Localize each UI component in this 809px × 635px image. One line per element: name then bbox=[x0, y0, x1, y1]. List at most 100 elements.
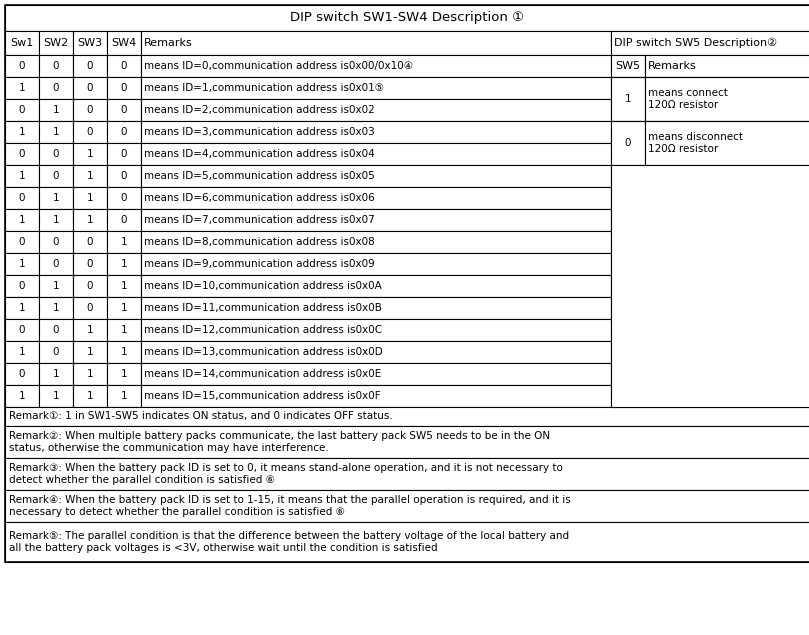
Bar bbox=[39, 143, 73, 165]
Text: 1: 1 bbox=[121, 347, 127, 357]
Bar bbox=[5, 209, 39, 231]
Text: means ID=15,communication address is0x0F: means ID=15,communication address is0x0F bbox=[144, 391, 380, 401]
Bar bbox=[141, 77, 611, 99]
Bar bbox=[73, 209, 107, 231]
Bar bbox=[107, 55, 141, 77]
Text: 1: 1 bbox=[121, 281, 127, 291]
Bar bbox=[645, 121, 809, 165]
Text: 1: 1 bbox=[53, 369, 59, 379]
Text: 0: 0 bbox=[87, 237, 93, 247]
Bar bbox=[107, 143, 141, 165]
Text: 1: 1 bbox=[121, 303, 127, 313]
Text: Sw1: Sw1 bbox=[11, 38, 34, 48]
Bar bbox=[5, 143, 39, 165]
Text: 0: 0 bbox=[87, 127, 93, 137]
Text: 1: 1 bbox=[87, 171, 93, 181]
Bar bbox=[141, 363, 611, 385]
Bar bbox=[39, 187, 73, 209]
Text: Remarks: Remarks bbox=[648, 61, 697, 71]
Text: 1: 1 bbox=[87, 325, 93, 335]
Bar bbox=[107, 363, 141, 385]
Bar bbox=[141, 143, 611, 165]
Text: 1: 1 bbox=[19, 83, 25, 93]
Text: 0: 0 bbox=[87, 61, 93, 71]
Bar bbox=[141, 121, 611, 143]
Text: means ID=6,communication address is0x06: means ID=6,communication address is0x06 bbox=[144, 193, 375, 203]
Bar bbox=[141, 187, 611, 209]
Bar bbox=[5, 363, 39, 385]
Text: 1: 1 bbox=[19, 347, 25, 357]
Text: means connect
120Ω resistor: means connect 120Ω resistor bbox=[648, 88, 728, 110]
Bar bbox=[39, 77, 73, 99]
Text: Remark⑤: The parallel condition is that the difference between the battery volta: Remark⑤: The parallel condition is that … bbox=[9, 531, 569, 553]
Text: 0: 0 bbox=[53, 61, 59, 71]
Text: 1: 1 bbox=[87, 215, 93, 225]
Text: 1: 1 bbox=[19, 391, 25, 401]
Text: 0: 0 bbox=[121, 193, 127, 203]
Bar bbox=[39, 165, 73, 187]
Text: Remark②: When multiple battery packs communicate, the last battery pack SW5 need: Remark②: When multiple battery packs com… bbox=[9, 431, 550, 453]
Text: 1: 1 bbox=[19, 171, 25, 181]
Bar bbox=[141, 341, 611, 363]
Text: 0: 0 bbox=[625, 138, 631, 148]
Text: means ID=11,communication address is0x0B: means ID=11,communication address is0x0B bbox=[144, 303, 382, 313]
Text: means ID=12,communication address is0x0C: means ID=12,communication address is0x0C bbox=[144, 325, 382, 335]
Text: Remark④: When the battery pack ID is set to 1-15, it means that the parallel ope: Remark④: When the battery pack ID is set… bbox=[9, 495, 571, 517]
Bar bbox=[39, 121, 73, 143]
Text: means ID=9,communication address is0x09: means ID=9,communication address is0x09 bbox=[144, 259, 375, 269]
Text: 0: 0 bbox=[53, 259, 59, 269]
Bar bbox=[107, 385, 141, 407]
Text: 1: 1 bbox=[87, 369, 93, 379]
Bar bbox=[141, 165, 611, 187]
Text: 1: 1 bbox=[121, 259, 127, 269]
Text: means ID=2,communication address is0x02: means ID=2,communication address is0x02 bbox=[144, 105, 375, 115]
Text: 0: 0 bbox=[87, 105, 93, 115]
Bar bbox=[107, 231, 141, 253]
Text: means ID=10,communication address is0x0A: means ID=10,communication address is0x0A bbox=[144, 281, 382, 291]
Text: 0: 0 bbox=[121, 61, 127, 71]
Bar bbox=[39, 209, 73, 231]
Bar bbox=[39, 319, 73, 341]
Text: means ID=14,communication address is0x0E: means ID=14,communication address is0x0E bbox=[144, 369, 381, 379]
Text: 0: 0 bbox=[53, 237, 59, 247]
Bar bbox=[5, 5, 809, 562]
Bar bbox=[39, 31, 73, 55]
Bar bbox=[141, 55, 611, 77]
Bar bbox=[73, 385, 107, 407]
Text: Remark③: When the battery pack ID is set to 0, it means stand-alone operation, a: Remark③: When the battery pack ID is set… bbox=[9, 463, 563, 485]
Bar bbox=[107, 275, 141, 297]
Text: DIP switch SW5 Description②: DIP switch SW5 Description② bbox=[614, 38, 777, 48]
Bar bbox=[141, 99, 611, 121]
Bar bbox=[611, 55, 645, 77]
Bar bbox=[5, 319, 39, 341]
Text: 1: 1 bbox=[19, 259, 25, 269]
Bar bbox=[5, 490, 809, 522]
Text: 1: 1 bbox=[121, 391, 127, 401]
Bar bbox=[645, 55, 809, 77]
Text: Remark①: 1 in SW1-SW5 indicates ON status, and 0 indicates OFF status.: Remark①: 1 in SW1-SW5 indicates ON statu… bbox=[9, 411, 392, 422]
Bar bbox=[39, 341, 73, 363]
Bar bbox=[107, 121, 141, 143]
Bar bbox=[73, 297, 107, 319]
Text: 1: 1 bbox=[87, 193, 93, 203]
Text: 0: 0 bbox=[87, 83, 93, 93]
Text: 0: 0 bbox=[121, 171, 127, 181]
Bar bbox=[141, 319, 611, 341]
Bar bbox=[107, 209, 141, 231]
Bar bbox=[73, 31, 107, 55]
Bar bbox=[107, 165, 141, 187]
Text: 0: 0 bbox=[19, 149, 25, 159]
Text: means ID=1,communication address is0x01⑤: means ID=1,communication address is0x01⑤ bbox=[144, 83, 384, 93]
Bar bbox=[107, 341, 141, 363]
Bar bbox=[141, 209, 611, 231]
Text: 1: 1 bbox=[53, 303, 59, 313]
Bar bbox=[73, 275, 107, 297]
Bar bbox=[611, 31, 809, 55]
Bar bbox=[5, 187, 39, 209]
Bar bbox=[39, 231, 73, 253]
Text: 1: 1 bbox=[121, 325, 127, 335]
Bar bbox=[5, 275, 39, 297]
Text: SW2: SW2 bbox=[44, 38, 69, 48]
Text: 0: 0 bbox=[19, 237, 25, 247]
Bar bbox=[107, 31, 141, 55]
